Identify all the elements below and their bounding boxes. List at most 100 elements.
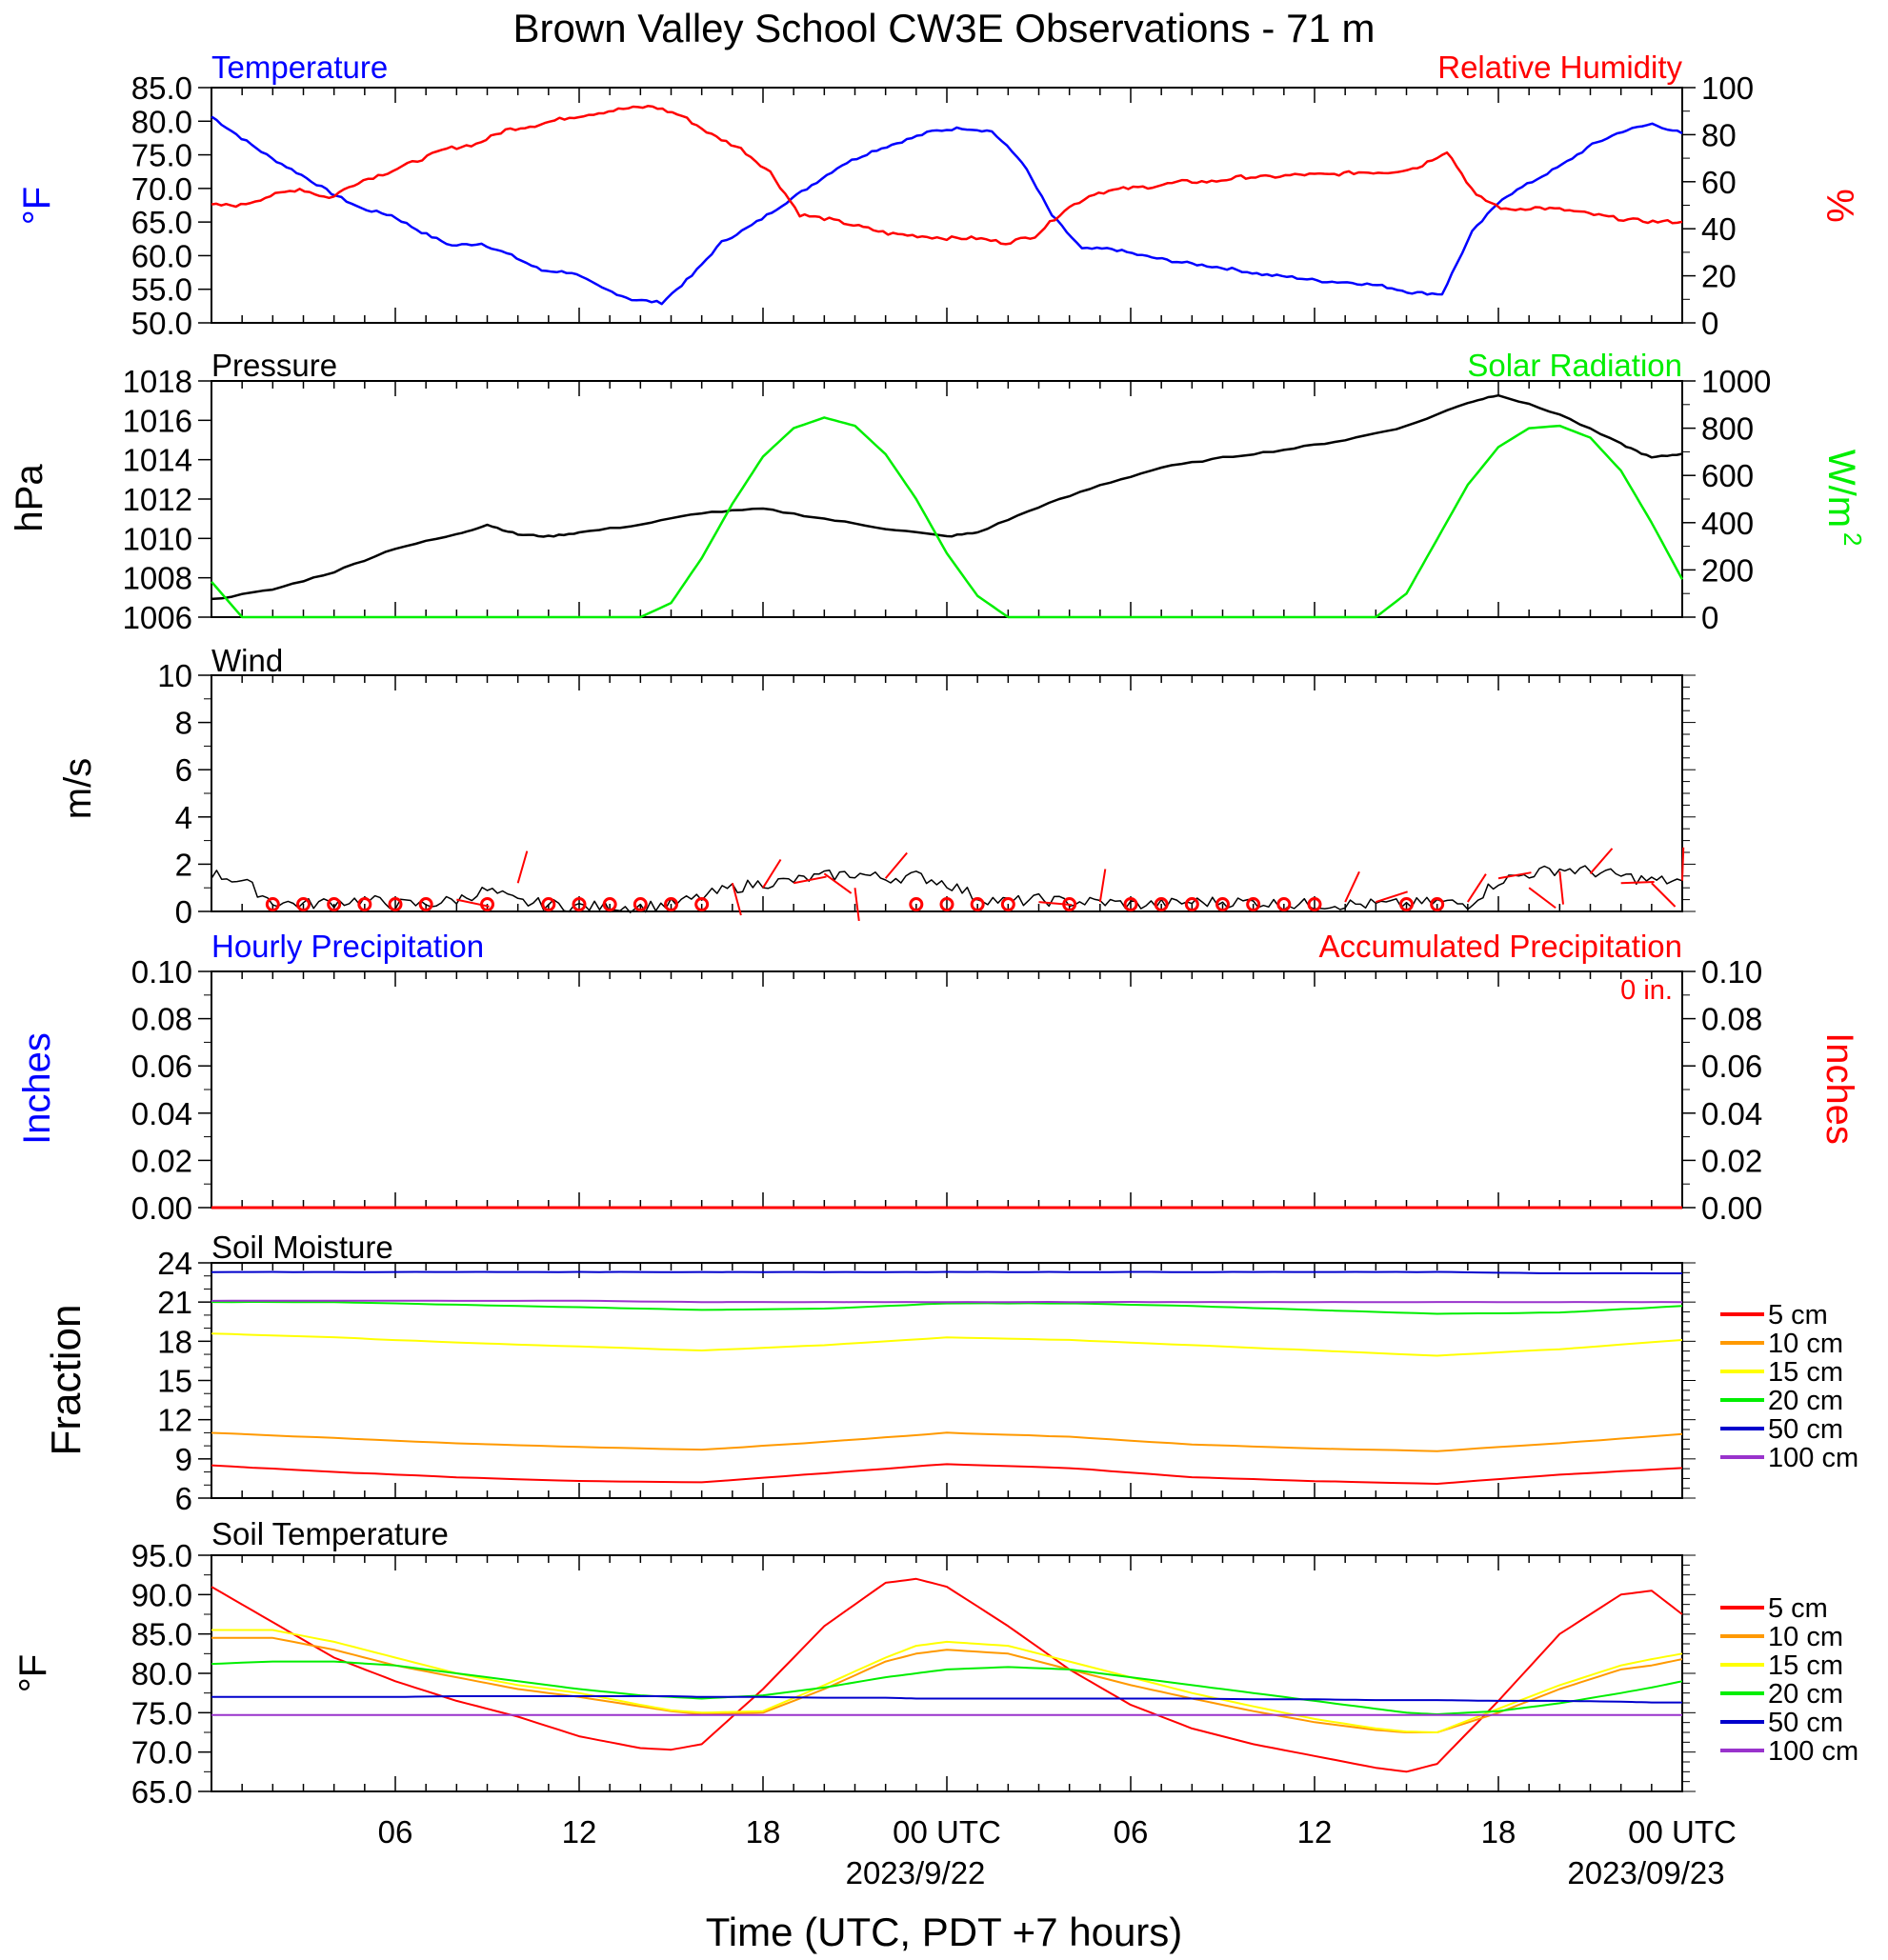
legend-label: 100 cm	[1768, 1443, 1858, 1473]
y-tick-label: 60.0	[131, 238, 192, 273]
y-tick-label: 70.0	[131, 1735, 192, 1770]
y-tick-label: 1006	[123, 600, 192, 635]
y-tick-label: 85.0	[131, 1617, 192, 1652]
y-tick-label: 21	[157, 1285, 192, 1320]
wind-barb	[516, 850, 529, 884]
plot-frame	[211, 970, 1683, 1209]
humidity-unit-label: %	[1818, 189, 1860, 223]
x-tick-label: 18	[746, 1814, 781, 1850]
y-tick-label: 75.0	[131, 1695, 192, 1730]
x-tick-label: 12	[562, 1814, 597, 1850]
calm-wind-marker	[480, 897, 494, 912]
wind-barb	[1528, 887, 1557, 910]
wind-barb	[1620, 881, 1655, 885]
wind-barb	[854, 888, 860, 922]
y-tick-label: 8	[175, 706, 192, 741]
hourly-precip-unit-label: Inches	[16, 1032, 58, 1145]
legend-label: 15 cm	[1768, 1650, 1843, 1681]
calm-wind-marker	[1184, 897, 1199, 912]
panel-soil-temperature: Soil Temperature °F 95.0 90.0 85.0 80.0 75.0…	[12, 1516, 1858, 1810]
calm-wind-marker	[1399, 897, 1414, 912]
y-tick-label: 9	[175, 1442, 192, 1477]
y-tick-label: 18	[157, 1324, 192, 1359]
pressure-title: Pressure	[211, 348, 337, 383]
calm-wind-marker	[1154, 897, 1169, 912]
calm-wind-marker	[909, 897, 924, 912]
wind-barb	[762, 858, 782, 889]
soil-moisture-line	[211, 1332, 1683, 1357]
soil-moisture-line	[211, 1270, 1682, 1274]
wind-barb	[456, 898, 490, 908]
calm-wind-marker	[418, 897, 433, 912]
y-tick-label: 80.0	[131, 104, 192, 139]
plot-frame	[211, 87, 1683, 324]
y-tick-label: 1010	[123, 521, 192, 556]
y-tick-label: 60	[1701, 165, 1737, 200]
x-axis-labels: 06 12 18 00 UTC 06 12 18 00 UTC	[378, 1814, 1737, 1850]
y-tick-label: 1012	[123, 482, 192, 517]
calm-wind-marker	[1430, 897, 1445, 912]
panel-pressure-solar: Pressure Solar Radiation hPa W/m 2 1018 1…	[9, 348, 1867, 635]
soil-moisture-line	[211, 1463, 1683, 1485]
calm-wind-marker	[970, 897, 985, 912]
wind-barb	[1589, 848, 1614, 874]
legend-label: 5 cm	[1768, 1593, 1828, 1624]
wind-barb	[1038, 901, 1073, 907]
y-tick-label: 400	[1701, 506, 1754, 541]
plot-frame	[211, 1262, 1683, 1499]
y-tick-label: 0.08	[131, 1002, 192, 1037]
solar-title: Solar Radiation	[1467, 348, 1682, 383]
x-tick-label: 06	[378, 1814, 413, 1850]
wind-barb	[884, 851, 908, 879]
legend-label: 10 cm	[1768, 1622, 1843, 1652]
legend-label: 50 cm	[1768, 1414, 1843, 1445]
calm-wind-marker	[265, 897, 280, 912]
y-tick-label: 0.10	[131, 954, 192, 990]
y-tick-label: 75.0	[131, 138, 192, 173]
wind-title: Wind	[211, 643, 283, 678]
y-tick-label: 20	[1701, 259, 1737, 294]
x-tick-label: 12	[1297, 1814, 1333, 1850]
y-tick-label: 0	[1701, 306, 1718, 341]
calm-wind-marker	[327, 897, 342, 912]
calm-wind-marker	[1215, 897, 1230, 912]
y-tick-label: 100	[1701, 70, 1754, 106]
calm-wind-marker	[296, 897, 311, 912]
y-tick-label: 80	[1701, 117, 1737, 152]
y-tick-label: 1014	[123, 443, 192, 478]
soil-temperature-line	[211, 1629, 1683, 1733]
pressure-unit-label: hPa	[9, 464, 50, 532]
y-tick-label: 80.0	[131, 1656, 192, 1691]
soil-moisture-line	[211, 1299, 1683, 1304]
soil-temperature-line	[211, 1695, 1682, 1704]
wind-unit-label: m/s	[57, 758, 99, 819]
solar-unit-label: W/m 2	[1820, 450, 1867, 547]
calm-wind-marker	[1307, 897, 1322, 912]
temperature-unit-label: °F	[16, 187, 58, 225]
legend-label: 100 cm	[1768, 1736, 1858, 1767]
hourly-precip-title: Hourly Precipitation	[211, 929, 484, 964]
solar-unit-text: W/m	[1820, 450, 1862, 528]
y-tick-label: 600	[1701, 458, 1754, 493]
y-tick-label: 24	[157, 1246, 192, 1281]
y-tick-label: 0.04	[1701, 1096, 1762, 1131]
y-tick-label: 2	[175, 847, 192, 882]
soil-temperature-title: Soil Temperature	[211, 1516, 449, 1551]
calm-wind-marker	[1062, 897, 1077, 912]
legend-label: 5 cm	[1768, 1300, 1828, 1330]
y-tick-label: 70.0	[131, 171, 192, 207]
calm-wind-marker	[664, 897, 678, 912]
soil-moisture-line	[211, 1431, 1683, 1452]
y-tick-label: 0.06	[1701, 1049, 1762, 1084]
plot-frame	[211, 380, 1683, 618]
calm-wind-marker	[633, 897, 648, 912]
solar-unit-superscript: 2	[1838, 532, 1867, 546]
y-tick-label: 12	[157, 1403, 192, 1438]
calm-wind-marker	[694, 897, 710, 912]
date-label-2: 2023/09/23	[1567, 1855, 1724, 1890]
panel-precipitation: Hourly Precipitation Accumulated Precipi…	[16, 929, 1860, 1226]
y-tick-label: 1016	[123, 403, 192, 438]
legend-label: 20 cm	[1768, 1386, 1843, 1416]
humidity-line	[211, 105, 1683, 246]
